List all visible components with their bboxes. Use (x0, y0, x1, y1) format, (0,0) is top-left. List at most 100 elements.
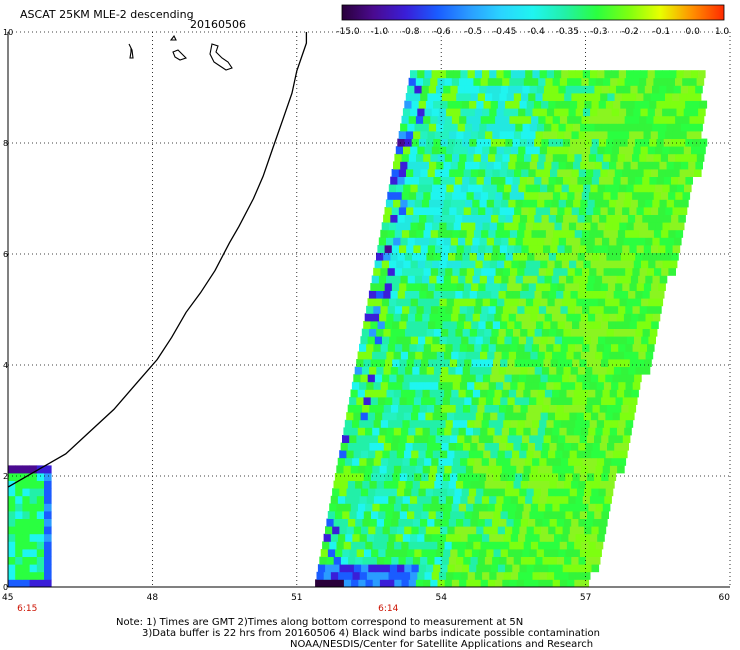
heat-cell (438, 457, 447, 466)
heat-cell (472, 237, 480, 246)
heat-cell (624, 427, 632, 436)
heat-cell (409, 343, 417, 352)
heat-cell (580, 237, 588, 246)
heat-cell (482, 108, 490, 117)
heat-cell (503, 343, 511, 352)
heat-cell (602, 465, 611, 474)
heat-cell (656, 252, 665, 261)
heat-cell (595, 465, 604, 474)
heat-cell (429, 389, 438, 398)
heat-cell (481, 229, 489, 238)
heat-cell (648, 184, 656, 193)
heat-cell (455, 442, 464, 451)
heat-cell (361, 526, 369, 535)
heat-cell (335, 511, 343, 519)
heat-cell (656, 176, 665, 185)
heat-cell (583, 374, 592, 383)
heat-cell (417, 146, 425, 155)
heat-cell (605, 336, 613, 345)
heat-cell (580, 389, 589, 398)
heat-cell (621, 442, 629, 451)
heat-cell (508, 161, 516, 170)
heat-cell (423, 305, 432, 314)
heat-cell (349, 397, 357, 405)
heat-cell (590, 260, 599, 269)
heat-cell (449, 207, 457, 215)
heat-cell (464, 511, 473, 519)
heat-cell (437, 465, 445, 474)
heat-cell (473, 153, 482, 162)
heat-cell (642, 214, 650, 223)
heat-cell (524, 191, 532, 200)
heat-cell (451, 503, 460, 512)
heat-cell (486, 275, 495, 284)
heat-cell (444, 579, 453, 588)
heat-cell (532, 108, 541, 117)
heat-cell (428, 359, 436, 367)
heat-cell (499, 131, 508, 139)
heat-cell (492, 169, 500, 177)
heat-cell (547, 184, 555, 193)
heat-cell (680, 85, 689, 94)
heat-cell (482, 222, 491, 231)
heat-cell (396, 488, 405, 497)
heat-cell (399, 473, 408, 481)
heat-cell (483, 526, 491, 535)
heat-cell (675, 229, 684, 238)
heat-cell (612, 450, 621, 459)
heat-cell (629, 397, 638, 405)
heat-cell (652, 161, 660, 170)
heat-cell (581, 541, 589, 550)
heat-cell (433, 366, 442, 375)
heat-cell (646, 153, 654, 162)
heat-cell (8, 579, 16, 588)
heat-cell (29, 571, 38, 580)
heat-cell (420, 283, 429, 291)
heat-cell (393, 313, 402, 322)
heat-cell (424, 457, 432, 466)
heat-cell (585, 442, 593, 451)
heat-cell (532, 495, 540, 504)
heat-cell (469, 100, 477, 109)
heat-cell (556, 404, 565, 413)
heat-cell (563, 404, 572, 413)
heat-cell (483, 450, 491, 459)
heat-cell (412, 480, 421, 489)
heat-cell (601, 161, 610, 170)
heat-cell (630, 199, 639, 208)
heat-cell (606, 138, 614, 147)
heat-cell (511, 146, 519, 155)
heat-cell (347, 480, 356, 489)
heat-cell (527, 328, 535, 337)
heat-cell (671, 176, 679, 185)
heat-cell (394, 503, 402, 512)
heat-cell (688, 161, 696, 170)
heat-cell (44, 488, 52, 497)
heat-cell (501, 275, 509, 284)
heat-cell (610, 77, 618, 86)
heat-cell (383, 328, 391, 337)
heat-cell (527, 404, 536, 413)
colorbar-label: -0.3 (590, 27, 608, 37)
heat-cell (15, 549, 23, 557)
heat-cell (488, 457, 497, 466)
heat-cell (495, 115, 503, 124)
heat-cell (637, 123, 646, 132)
heat-cell (586, 245, 594, 253)
heat-cell (493, 397, 501, 405)
heat-cell (410, 108, 418, 117)
heat-cell (452, 457, 461, 466)
heat-cell (623, 199, 632, 208)
heat-cell (483, 412, 491, 421)
heat-cell (698, 70, 706, 79)
heat-cell (524, 381, 533, 390)
heat-cell (424, 184, 433, 193)
heat-cell (689, 115, 698, 124)
heat-cell (423, 191, 431, 200)
heat-cell (383, 366, 392, 375)
heat-cell (8, 518, 16, 527)
heat-cell (587, 237, 596, 246)
heat-cell (397, 328, 406, 337)
heat-cell (471, 283, 479, 291)
heat-cell (551, 511, 559, 519)
